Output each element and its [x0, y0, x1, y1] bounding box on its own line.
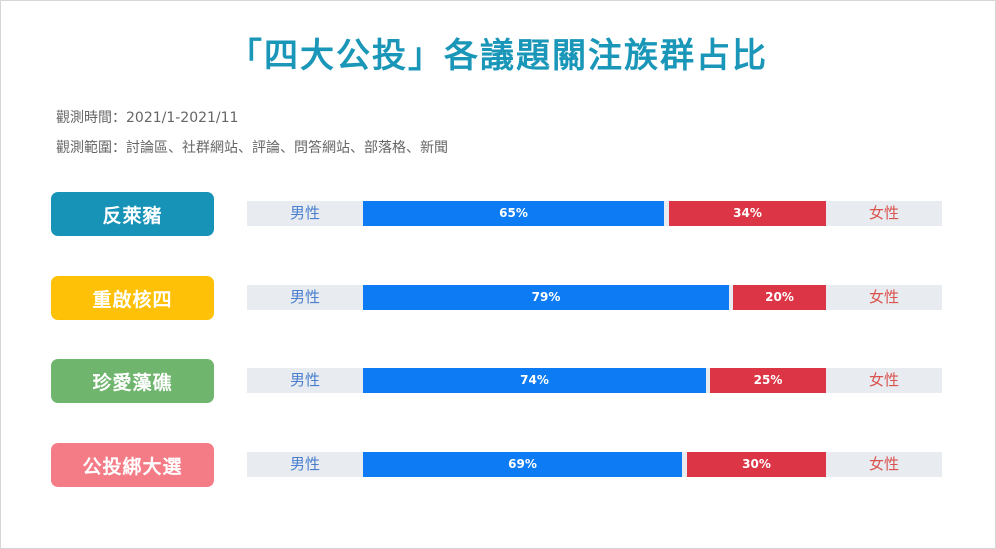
chart-title: 「四大公投」各議題關注族群占比 — [228, 36, 768, 76]
male-label: 男性 — [289, 455, 320, 473]
male-label: 男性 — [289, 371, 320, 389]
female-label: 女性 — [868, 288, 899, 306]
observation-period: 觀測時間：2021/1-2021/11 — [56, 110, 239, 126]
bar-female-segment: 20% — [733, 285, 826, 310]
category-label: 反萊豬 — [51, 192, 214, 236]
female-label: 女性 — [868, 204, 899, 222]
bar-female-segment: 25% — [710, 368, 826, 393]
female-label: 女性 — [868, 455, 899, 473]
chart-row: 公投綁大選 男性 女性 69% 30% — [0, 443, 996, 487]
male-label: 男性 — [289, 288, 320, 306]
female-label: 女性 — [868, 371, 899, 389]
stacked-bar: 74% 25% — [363, 368, 826, 393]
stacked-bar: 79% 20% — [363, 285, 826, 310]
category-label: 珍愛藻礁 — [51, 359, 214, 403]
bar-female-segment: 30% — [687, 452, 826, 477]
bar-male-segment: 65% — [363, 201, 664, 226]
bar-track: 男性 女性 69% 30% — [247, 452, 942, 477]
bar-female-segment: 34% — [669, 201, 826, 226]
chart-row: 重啟核四 男性 女性 79% 20% — [0, 276, 996, 320]
stacked-bar: 69% 30% — [363, 452, 826, 477]
bar-male-segment: 69% — [363, 452, 682, 477]
bar-male-segment: 79% — [363, 285, 729, 310]
bar-track: 男性 女性 79% 20% — [247, 285, 942, 310]
category-label: 公投綁大選 — [51, 443, 214, 487]
bar-male-segment: 74% — [363, 368, 706, 393]
male-label: 男性 — [289, 204, 320, 222]
bar-track: 男性 女性 74% 25% — [247, 368, 942, 393]
category-label: 重啟核四 — [51, 276, 214, 320]
bar-track: 男性 女性 65% 34% — [247, 201, 942, 226]
observation-scope: 觀測範圍：討論區、社群網站、評論、問答網站、部落格、新聞 — [56, 140, 448, 156]
chart-row: 反萊豬 男性 女性 65% 34% — [0, 192, 996, 236]
stacked-bar: 65% 34% — [363, 201, 826, 226]
chart-row: 珍愛藻礁 男性 女性 74% 25% — [0, 359, 996, 403]
